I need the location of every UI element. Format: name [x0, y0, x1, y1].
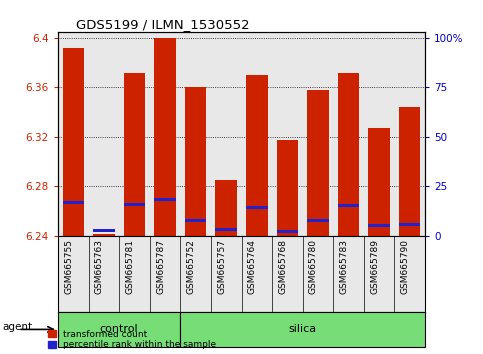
Bar: [63, 48, 84, 235]
Text: GSM665763: GSM665763: [95, 239, 104, 295]
Text: GSM665752: GSM665752: [186, 239, 196, 294]
Bar: [185, 87, 206, 235]
Text: GSM665757: GSM665757: [217, 239, 226, 295]
Text: agent: agent: [2, 322, 32, 332]
Bar: [246, 75, 268, 235]
Bar: [124, 73, 145, 235]
Bar: [63, 201, 84, 204]
Text: GSM665787: GSM665787: [156, 239, 165, 295]
Bar: [277, 230, 298, 233]
Bar: [155, 38, 176, 235]
Text: GSM665783: GSM665783: [340, 239, 349, 295]
Bar: [399, 223, 420, 226]
Text: GSM665764: GSM665764: [248, 239, 257, 294]
Bar: [93, 229, 114, 232]
Text: control: control: [100, 324, 139, 335]
Bar: [338, 204, 359, 207]
Text: GSM665789: GSM665789: [370, 239, 379, 295]
Legend: transformed count, percentile rank within the sample: transformed count, percentile rank withi…: [48, 330, 216, 349]
Bar: [246, 206, 268, 209]
Text: GSM665790: GSM665790: [401, 239, 410, 295]
Text: silica: silica: [289, 324, 317, 335]
Bar: [155, 198, 176, 201]
Bar: [369, 224, 390, 227]
Bar: [124, 203, 145, 206]
Bar: [185, 219, 206, 222]
FancyBboxPatch shape: [58, 312, 180, 347]
Bar: [307, 90, 328, 235]
Bar: [307, 219, 328, 222]
Text: GSM665781: GSM665781: [126, 239, 134, 295]
Bar: [93, 234, 114, 235]
Text: GSM665780: GSM665780: [309, 239, 318, 295]
Bar: [338, 73, 359, 235]
FancyBboxPatch shape: [180, 312, 425, 347]
Bar: [215, 180, 237, 235]
Bar: [215, 228, 237, 231]
Text: GDS5199 / ILMN_1530552: GDS5199 / ILMN_1530552: [76, 18, 250, 31]
Bar: [369, 128, 390, 235]
Bar: [277, 141, 298, 235]
Bar: [399, 107, 420, 235]
Text: GSM665755: GSM665755: [64, 239, 73, 295]
Text: GSM665768: GSM665768: [278, 239, 287, 295]
